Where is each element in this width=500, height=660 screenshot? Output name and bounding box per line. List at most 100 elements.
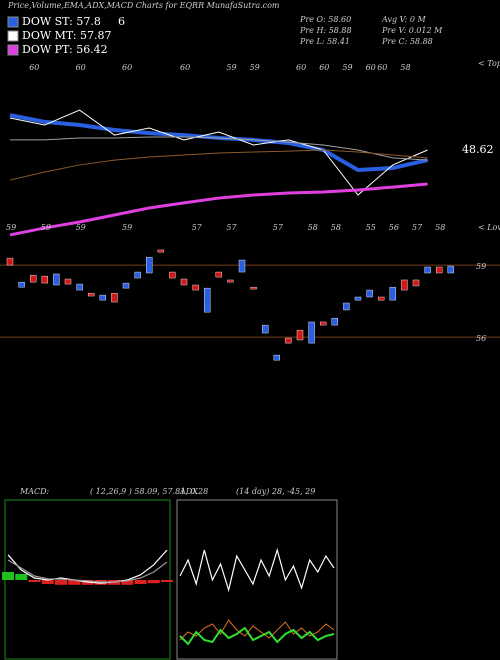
histogram-bar xyxy=(15,574,28,580)
low-label: 59 xyxy=(76,223,86,232)
candle xyxy=(320,321,327,326)
low-label: 57 xyxy=(192,223,203,232)
legend-label: DOW MT: 57.87 xyxy=(22,29,112,42)
candle xyxy=(250,286,257,290)
top-label: 59 xyxy=(250,63,260,72)
legend-swatch xyxy=(7,30,19,42)
top-label: 58 xyxy=(400,63,410,72)
info-text: Avg V: 0 M xyxy=(381,15,426,24)
info-text: Pre H: 58.88 xyxy=(299,26,352,35)
top-label: 60 xyxy=(180,63,190,72)
info-text: Pre L: 58.41 xyxy=(299,37,350,46)
low-label: 59 xyxy=(6,223,16,232)
candle xyxy=(262,324,269,334)
top-label: 60 xyxy=(319,63,329,72)
panel-label: ADX xyxy=(179,487,198,496)
candle xyxy=(64,278,72,285)
legend-swatch xyxy=(7,44,19,56)
candle xyxy=(412,279,420,287)
low-label: 58 xyxy=(331,223,341,232)
candle xyxy=(203,287,211,313)
tops-marker: < Tops xyxy=(478,59,500,68)
histogram-bar xyxy=(2,572,14,580)
candle xyxy=(99,294,107,301)
price-line xyxy=(9,149,428,181)
candle xyxy=(238,259,246,273)
candle xyxy=(331,317,338,326)
histogram-bar xyxy=(121,580,134,585)
top-label: 60 xyxy=(122,63,132,72)
macd-line xyxy=(7,549,168,584)
candle xyxy=(192,284,199,291)
low-label: 58 xyxy=(435,223,445,232)
candle xyxy=(134,271,141,279)
histogram-bar xyxy=(68,580,81,585)
candle xyxy=(180,278,188,286)
low-label: 57 xyxy=(273,223,284,232)
candle xyxy=(41,275,48,284)
histogram-bar xyxy=(147,580,160,584)
info-text: Pre V: 0.012 M xyxy=(381,26,443,35)
legend-note: 6 xyxy=(118,15,125,28)
page-title: Price,Volume,EMA,ADX,MACD Charts for EQR… xyxy=(7,1,280,10)
adx-line xyxy=(179,626,335,646)
low-label: 55 xyxy=(366,223,376,232)
low-label: 56 xyxy=(389,223,399,232)
info-text: Pre O: 58.60 xyxy=(299,15,351,24)
histogram-bar xyxy=(134,580,147,584)
candle xyxy=(308,321,315,344)
candle xyxy=(366,289,373,298)
top-label: 59 xyxy=(226,63,236,72)
macd-line xyxy=(7,559,168,583)
info-text: Pre C: 58.88 xyxy=(381,37,433,46)
candle xyxy=(227,279,234,283)
histogram-bar xyxy=(28,580,41,582)
top-label: 60 xyxy=(29,63,39,72)
low-label: 58 xyxy=(308,223,318,232)
top-label: 60 xyxy=(377,63,387,72)
candle xyxy=(76,283,83,291)
top-label: 60 xyxy=(366,63,376,72)
candle xyxy=(215,271,223,278)
panel xyxy=(176,499,338,660)
candle xyxy=(111,292,118,303)
top-label: 59 xyxy=(342,63,352,72)
candle xyxy=(343,302,350,311)
top-label: 60 xyxy=(296,63,306,72)
candle xyxy=(157,249,165,253)
y-tick-label: 59 xyxy=(476,262,486,271)
candle xyxy=(30,274,37,283)
candle xyxy=(401,279,408,291)
lows-marker: < Lows xyxy=(478,223,500,232)
candle xyxy=(145,256,153,274)
price-line xyxy=(9,182,428,237)
candle xyxy=(53,273,60,286)
candle xyxy=(169,271,176,279)
candle xyxy=(6,257,14,266)
low-label: 59 xyxy=(41,223,51,232)
candle xyxy=(285,337,292,344)
candle xyxy=(273,354,280,361)
price-line xyxy=(9,109,428,196)
panel-label: MACD: xyxy=(19,487,50,496)
candle xyxy=(447,265,454,274)
histogram-bar xyxy=(161,580,173,582)
candle xyxy=(18,281,25,288)
candle xyxy=(296,329,304,341)
panel-params: (14 day) 28, -45, 29 xyxy=(236,487,315,496)
adx-line xyxy=(179,547,335,593)
legend-label: DOW ST: 57.8 xyxy=(22,15,101,28)
adx-line xyxy=(179,619,335,641)
candle xyxy=(122,282,130,289)
low-label: 59 xyxy=(122,223,132,232)
low-label: 57 xyxy=(412,223,423,232)
candle xyxy=(436,266,443,274)
candle xyxy=(389,286,396,301)
candle xyxy=(424,266,431,274)
y-tick-label: 56 xyxy=(476,334,486,343)
candle xyxy=(87,292,95,297)
panel-params: ( 12,26,9 ) 58.09, 57.81, 0.28 xyxy=(90,487,208,496)
histogram-bar xyxy=(55,580,67,585)
annotation: 48.62 xyxy=(462,143,494,156)
